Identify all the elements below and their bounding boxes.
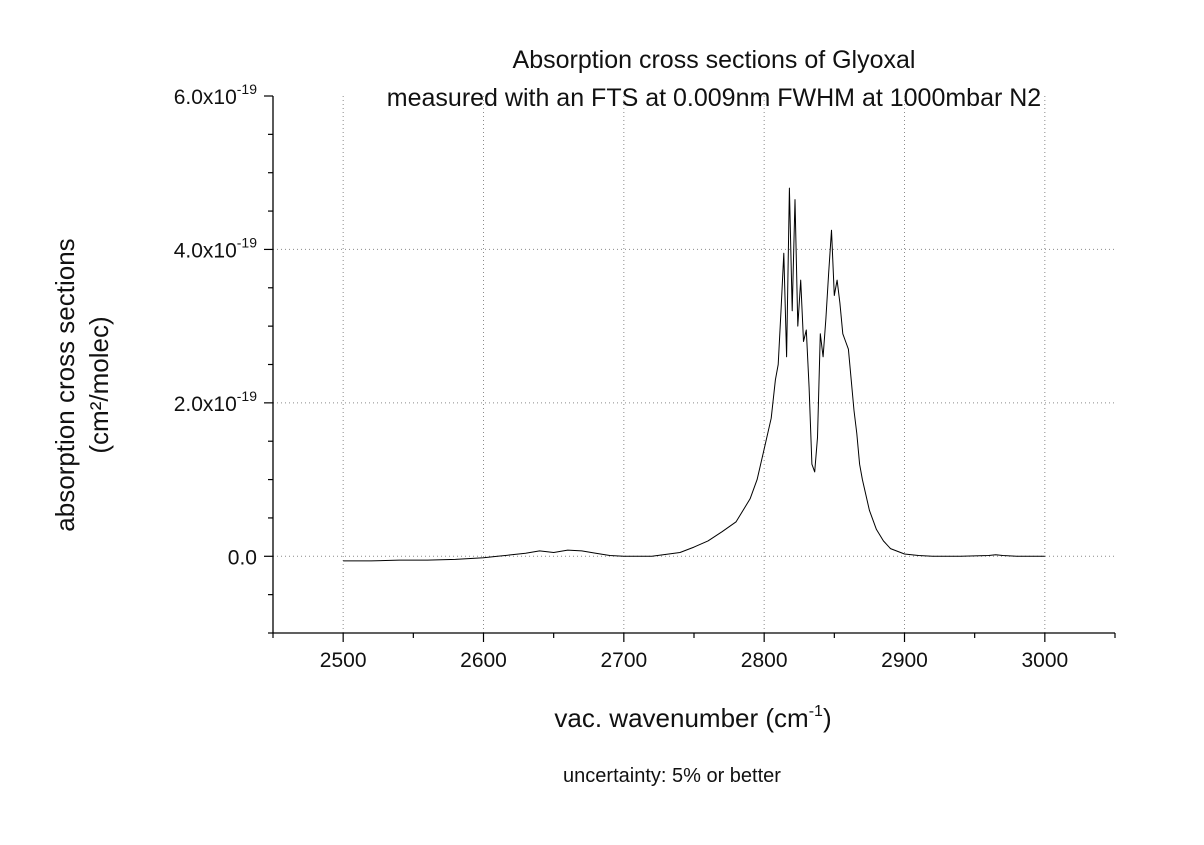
x-tick-label: 2800: [741, 649, 788, 672]
x-tick-label: 3000: [1021, 649, 1068, 672]
y-tick-label: 2.0x10-19: [174, 388, 258, 416]
chart-title: Absorption cross sections of Glyoxal: [513, 46, 916, 74]
x-ticks: 2500 2600 2700 2800 2900 3000: [272, 633, 1116, 672]
x-tick-label: 2600: [460, 649, 507, 672]
x-axis-title-exponent: -1: [809, 703, 823, 720]
y-tick-label: 6.0x10-19: [174, 81, 258, 109]
uncertainty-note: uncertainty: 5% or better: [563, 765, 781, 787]
y-tick-label: 4.0x10-19: [174, 234, 258, 262]
x-tick-label: 2500: [320, 649, 367, 672]
x-tick-label: 2900: [881, 649, 928, 672]
spectrum-line: [343, 187, 1045, 562]
y-tick-label: 0.0: [228, 546, 257, 569]
grid: [273, 96, 1115, 633]
y-ticks: 0.0 2.0x10-19 4.0x10-19 6.0x10-19: [174, 81, 273, 634]
y-axis-title: absorption cross sections: [50, 238, 80, 531]
x-tick-label: 2700: [600, 649, 647, 672]
y-axis-units: (cm²/molec): [84, 316, 114, 453]
x-axis-title-end: ): [823, 703, 832, 733]
chart-subtitle: measured with an FTS at 0.009nm FWHM at …: [387, 84, 1041, 112]
series-layer: [343, 187, 1045, 562]
axes: [272, 96, 1115, 634]
x-axis-title: vac. wavenumber (cm-1): [554, 703, 831, 733]
